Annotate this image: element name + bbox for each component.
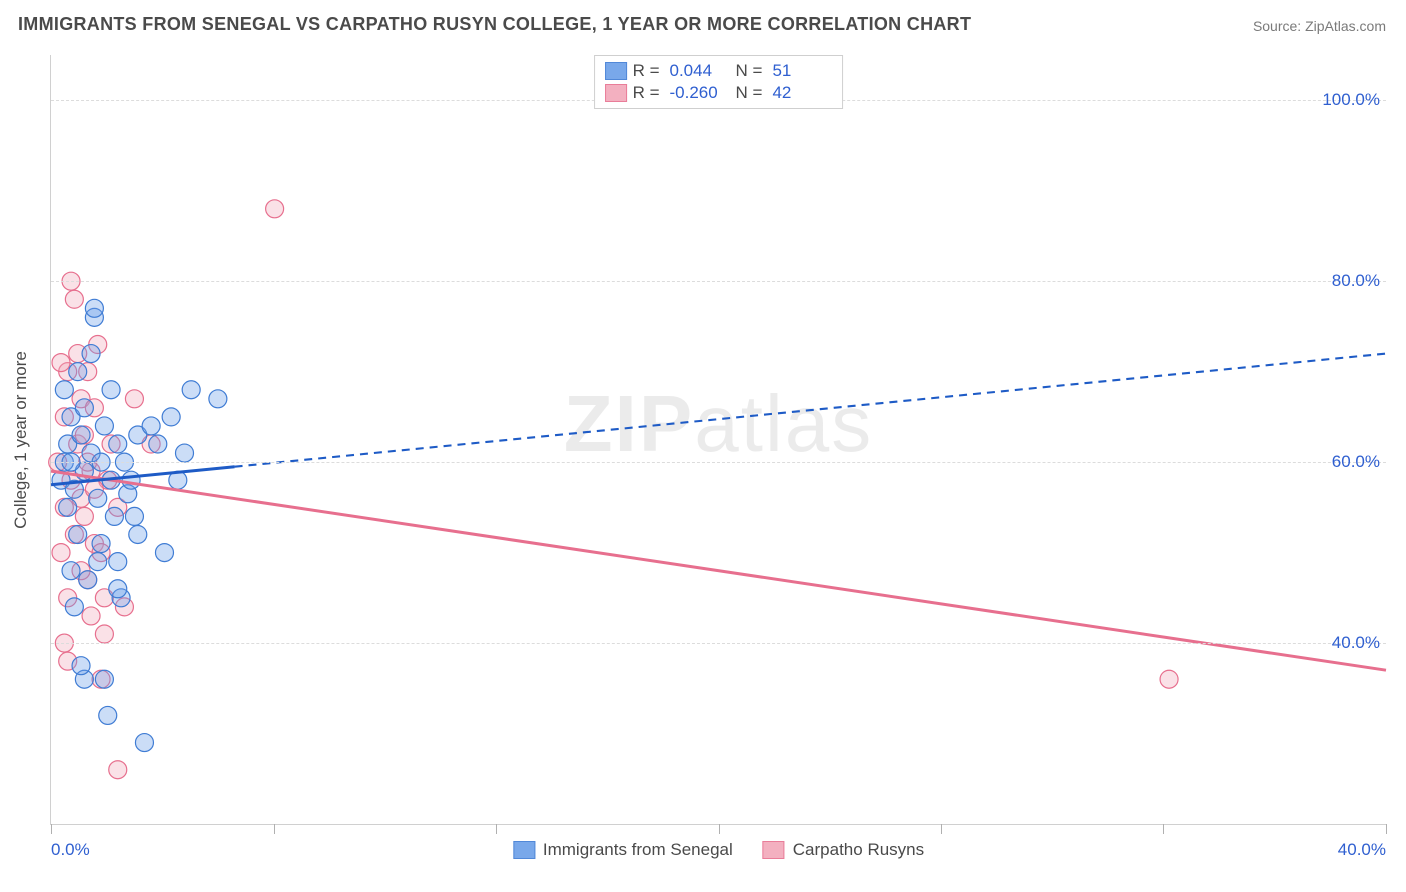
legend-r-senegal: 0.044: [666, 61, 730, 81]
data-point: [75, 507, 93, 525]
y-axis-title: College, 1 year or more: [11, 351, 31, 529]
data-point: [109, 580, 127, 598]
data-point: [62, 562, 80, 580]
data-point: [69, 525, 87, 543]
data-point: [142, 417, 160, 435]
data-point: [135, 734, 153, 752]
source-attribution: Source: ZipAtlas.com: [1253, 18, 1386, 34]
data-point: [75, 399, 93, 417]
legend-r-carpatho: -0.260: [666, 83, 730, 103]
data-point: [95, 417, 113, 435]
legend-n-carpatho: 42: [768, 83, 832, 103]
y-tick-label: 100.0%: [1322, 90, 1380, 110]
x-tick: [941, 824, 942, 834]
legend-n-label: N =: [736, 83, 763, 103]
legend-stats-row-carpatho: R = -0.260 N = 42: [605, 82, 833, 104]
data-point: [122, 471, 140, 489]
chart-title: IMMIGRANTS FROM SENEGAL VS CARPATHO RUSY…: [18, 14, 971, 35]
legend-series: Immigrants from Senegal Carpatho Rusyns: [513, 840, 924, 860]
y-tick-label: 60.0%: [1332, 452, 1380, 472]
legend-n-senegal: 51: [768, 61, 832, 81]
legend-stats-row-senegal: R = 0.044 N = 51: [605, 60, 833, 82]
y-tick-label: 80.0%: [1332, 271, 1380, 291]
data-point: [182, 381, 200, 399]
data-point: [109, 553, 127, 571]
x-tick-label: 0.0%: [51, 840, 90, 860]
data-point: [92, 535, 110, 553]
legend-r-label: R =: [633, 83, 660, 103]
x-tick: [1386, 824, 1387, 834]
data-point: [266, 200, 284, 218]
legend-stats: R = 0.044 N = 51 R = -0.260 N = 42: [594, 55, 844, 109]
plot-svg: [51, 55, 1386, 824]
data-point: [102, 381, 120, 399]
data-point: [65, 290, 83, 308]
gridline: [51, 281, 1386, 282]
data-point: [209, 390, 227, 408]
data-point: [176, 444, 194, 462]
data-point: [95, 625, 113, 643]
swatch-senegal: [513, 841, 535, 859]
data-point: [82, 345, 100, 363]
data-point: [129, 525, 147, 543]
data-point: [55, 381, 73, 399]
data-point: [125, 507, 143, 525]
trend-line-extrapolated: [235, 354, 1386, 467]
legend-n-label: N =: [736, 61, 763, 81]
legend-label-senegal: Immigrants from Senegal: [543, 840, 733, 860]
x-tick: [274, 824, 275, 834]
data-point: [109, 761, 127, 779]
data-point: [89, 489, 107, 507]
data-point: [1160, 670, 1178, 688]
plot-area: College, 1 year or more ZIPatlas R = 0.0…: [50, 55, 1386, 825]
swatch-senegal: [605, 62, 627, 80]
data-point: [52, 354, 70, 372]
legend-item-carpatho: Carpatho Rusyns: [763, 840, 924, 860]
x-tick: [51, 824, 52, 834]
gridline: [51, 643, 1386, 644]
data-point: [125, 390, 143, 408]
data-point: [72, 426, 90, 444]
data-point: [79, 571, 97, 589]
x-tick-label: 40.0%: [1338, 840, 1386, 860]
trend-line: [51, 471, 1386, 670]
data-point: [82, 607, 100, 625]
data-point: [155, 544, 173, 562]
data-point: [59, 498, 77, 516]
data-point: [69, 363, 87, 381]
data-point: [85, 299, 103, 317]
data-point: [65, 598, 83, 616]
gridline: [51, 462, 1386, 463]
swatch-carpatho: [763, 841, 785, 859]
data-point: [105, 507, 123, 525]
data-point: [72, 657, 90, 675]
x-tick: [1163, 824, 1164, 834]
data-point: [95, 670, 113, 688]
data-point: [52, 544, 70, 562]
x-tick: [719, 824, 720, 834]
y-tick-label: 40.0%: [1332, 633, 1380, 653]
data-point: [162, 408, 180, 426]
data-point: [109, 435, 127, 453]
data-point: [149, 435, 167, 453]
legend-item-senegal: Immigrants from Senegal: [513, 840, 733, 860]
data-point: [99, 706, 117, 724]
x-tick: [496, 824, 497, 834]
swatch-carpatho: [605, 84, 627, 102]
legend-label-carpatho: Carpatho Rusyns: [793, 840, 924, 860]
legend-r-label: R =: [633, 61, 660, 81]
data-point: [89, 553, 107, 571]
